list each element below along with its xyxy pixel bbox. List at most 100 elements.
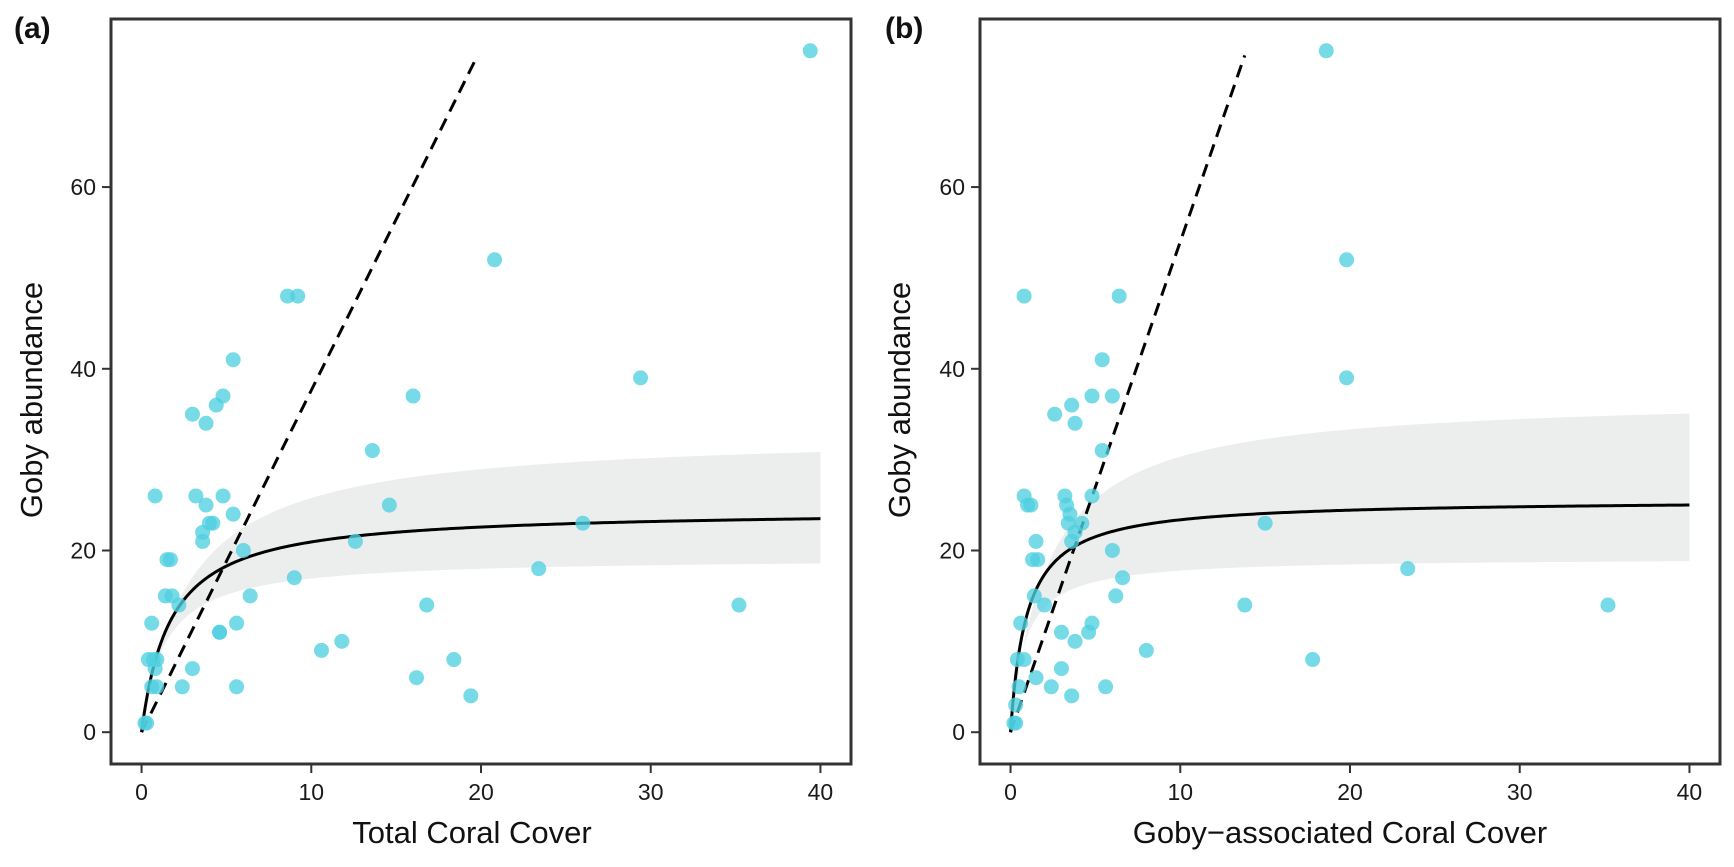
data-point-a	[487, 252, 503, 268]
data-point-b	[1008, 715, 1024, 731]
y-tick-label-a: 20	[70, 537, 96, 563]
data-point-a	[188, 488, 204, 504]
y-tick-label-a: 40	[70, 356, 96, 382]
data-point-a	[381, 497, 397, 513]
data-point-a	[139, 715, 155, 731]
data-point-b	[1339, 370, 1355, 386]
panel-label-a: (a)	[14, 12, 51, 45]
data-point-a	[225, 352, 241, 368]
data-point-a	[205, 515, 221, 531]
data-point-b	[1600, 597, 1616, 613]
data-point-a	[198, 497, 214, 513]
x-tick-label-a: 30	[638, 779, 664, 805]
data-point-b	[1011, 679, 1027, 695]
data-point-b	[1098, 679, 1114, 695]
data-point-b	[1023, 497, 1039, 513]
confidence-ribbon-b	[1010, 413, 1690, 733]
reference-line-b	[1009, 54, 1247, 733]
y-tick-label-b: 0	[952, 719, 965, 745]
data-point-a	[347, 533, 363, 549]
data-point-a	[149, 652, 165, 668]
data-point-a	[235, 542, 251, 558]
data-point-a	[575, 515, 591, 531]
data-point-b	[1104, 388, 1120, 404]
data-point-a	[229, 679, 245, 695]
data-point-b	[1237, 597, 1253, 613]
data-point-a	[731, 597, 747, 613]
data-point-b	[1067, 633, 1083, 649]
x-tick-label-a: 20	[468, 779, 494, 805]
x-tick-label-b: 40	[1677, 779, 1703, 805]
data-point-b	[1013, 615, 1029, 631]
data-point-a	[446, 652, 462, 668]
data-point-a	[212, 624, 228, 640]
data-point-b	[1074, 515, 1090, 531]
fit-curve-b	[1009, 503, 1690, 733]
data-point-a	[171, 597, 187, 613]
data-point-a	[174, 679, 190, 695]
data-point-b	[1094, 352, 1110, 368]
x-tick-label-a: 0	[135, 779, 148, 805]
data-point-b	[1016, 288, 1032, 304]
data-point-b	[1062, 506, 1078, 522]
data-point-b	[1028, 533, 1044, 549]
y-tick-label-b: 40	[939, 356, 965, 382]
data-point-b	[1067, 415, 1083, 431]
data-point-b	[1037, 597, 1052, 613]
y-axis-title-a: Goby abundance	[14, 282, 49, 518]
data-point-a	[531, 561, 547, 577]
data-point-b	[1064, 688, 1080, 704]
data-point-b	[1111, 288, 1127, 304]
x-tick-label-b: 30	[1507, 779, 1533, 805]
x-axis-title-b: Goby−associated Coral Cover	[1133, 815, 1547, 850]
data-point-b	[1008, 697, 1024, 713]
panel-label-b: (b)	[885, 12, 923, 45]
panel-b: (b) 0 10 20 30 40 0 20 40 60 Goby−associated Cor…	[882, 12, 1722, 850]
data-point-b	[1028, 670, 1044, 686]
data-point-b	[1104, 542, 1120, 558]
panel-a: (a) 0 10 20 30 40 0 20 40 60 Total Coral Cover G…	[14, 12, 853, 850]
y-tick-label-a: 0	[83, 719, 96, 745]
data-point-a	[364, 443, 380, 459]
data-point-a	[313, 642, 329, 658]
data-point-b	[1108, 588, 1124, 604]
x-tick-label-b: 10	[1167, 779, 1193, 805]
data-point-b	[1115, 570, 1131, 586]
data-point-b	[1400, 561, 1416, 577]
data-point-a	[229, 615, 245, 631]
data-point-b	[1318, 43, 1334, 59]
data-point-a	[242, 588, 258, 604]
x-tick-label-a: 10	[298, 779, 324, 805]
data-point-b	[1043, 679, 1059, 695]
data-point-a	[162, 552, 178, 568]
data-point-a	[225, 506, 241, 522]
y-tick-label-b: 60	[939, 174, 965, 200]
data-point-b	[1305, 652, 1321, 668]
x-tick-label-b: 20	[1337, 779, 1363, 805]
data-point-a	[409, 670, 424, 686]
data-point-b	[1084, 615, 1100, 631]
data-point-b	[1053, 624, 1069, 640]
data-point-b	[1047, 406, 1063, 422]
data-point-a	[633, 370, 649, 386]
data-point-a	[184, 661, 200, 677]
x-tick-label-b: 0	[1004, 779, 1017, 805]
data-point-a	[405, 388, 421, 404]
data-point-a	[147, 488, 163, 504]
y-tick-label-b: 20	[939, 537, 965, 563]
data-point-b	[1084, 388, 1100, 404]
data-point-a	[149, 679, 165, 695]
y-tick-label-a: 60	[70, 174, 96, 200]
data-point-b	[1030, 552, 1046, 568]
data-point-b	[1026, 588, 1042, 604]
data-point-a	[215, 488, 231, 504]
data-point-b	[1138, 642, 1154, 658]
data-point-a	[334, 633, 350, 649]
data-point-a	[184, 406, 200, 422]
data-point-b	[1339, 252, 1355, 268]
data-point-b	[1064, 397, 1080, 413]
x-tick-label-a: 40	[808, 779, 834, 805]
confidence-ribbon-a	[141, 452, 821, 733]
data-point-b	[1257, 515, 1273, 531]
